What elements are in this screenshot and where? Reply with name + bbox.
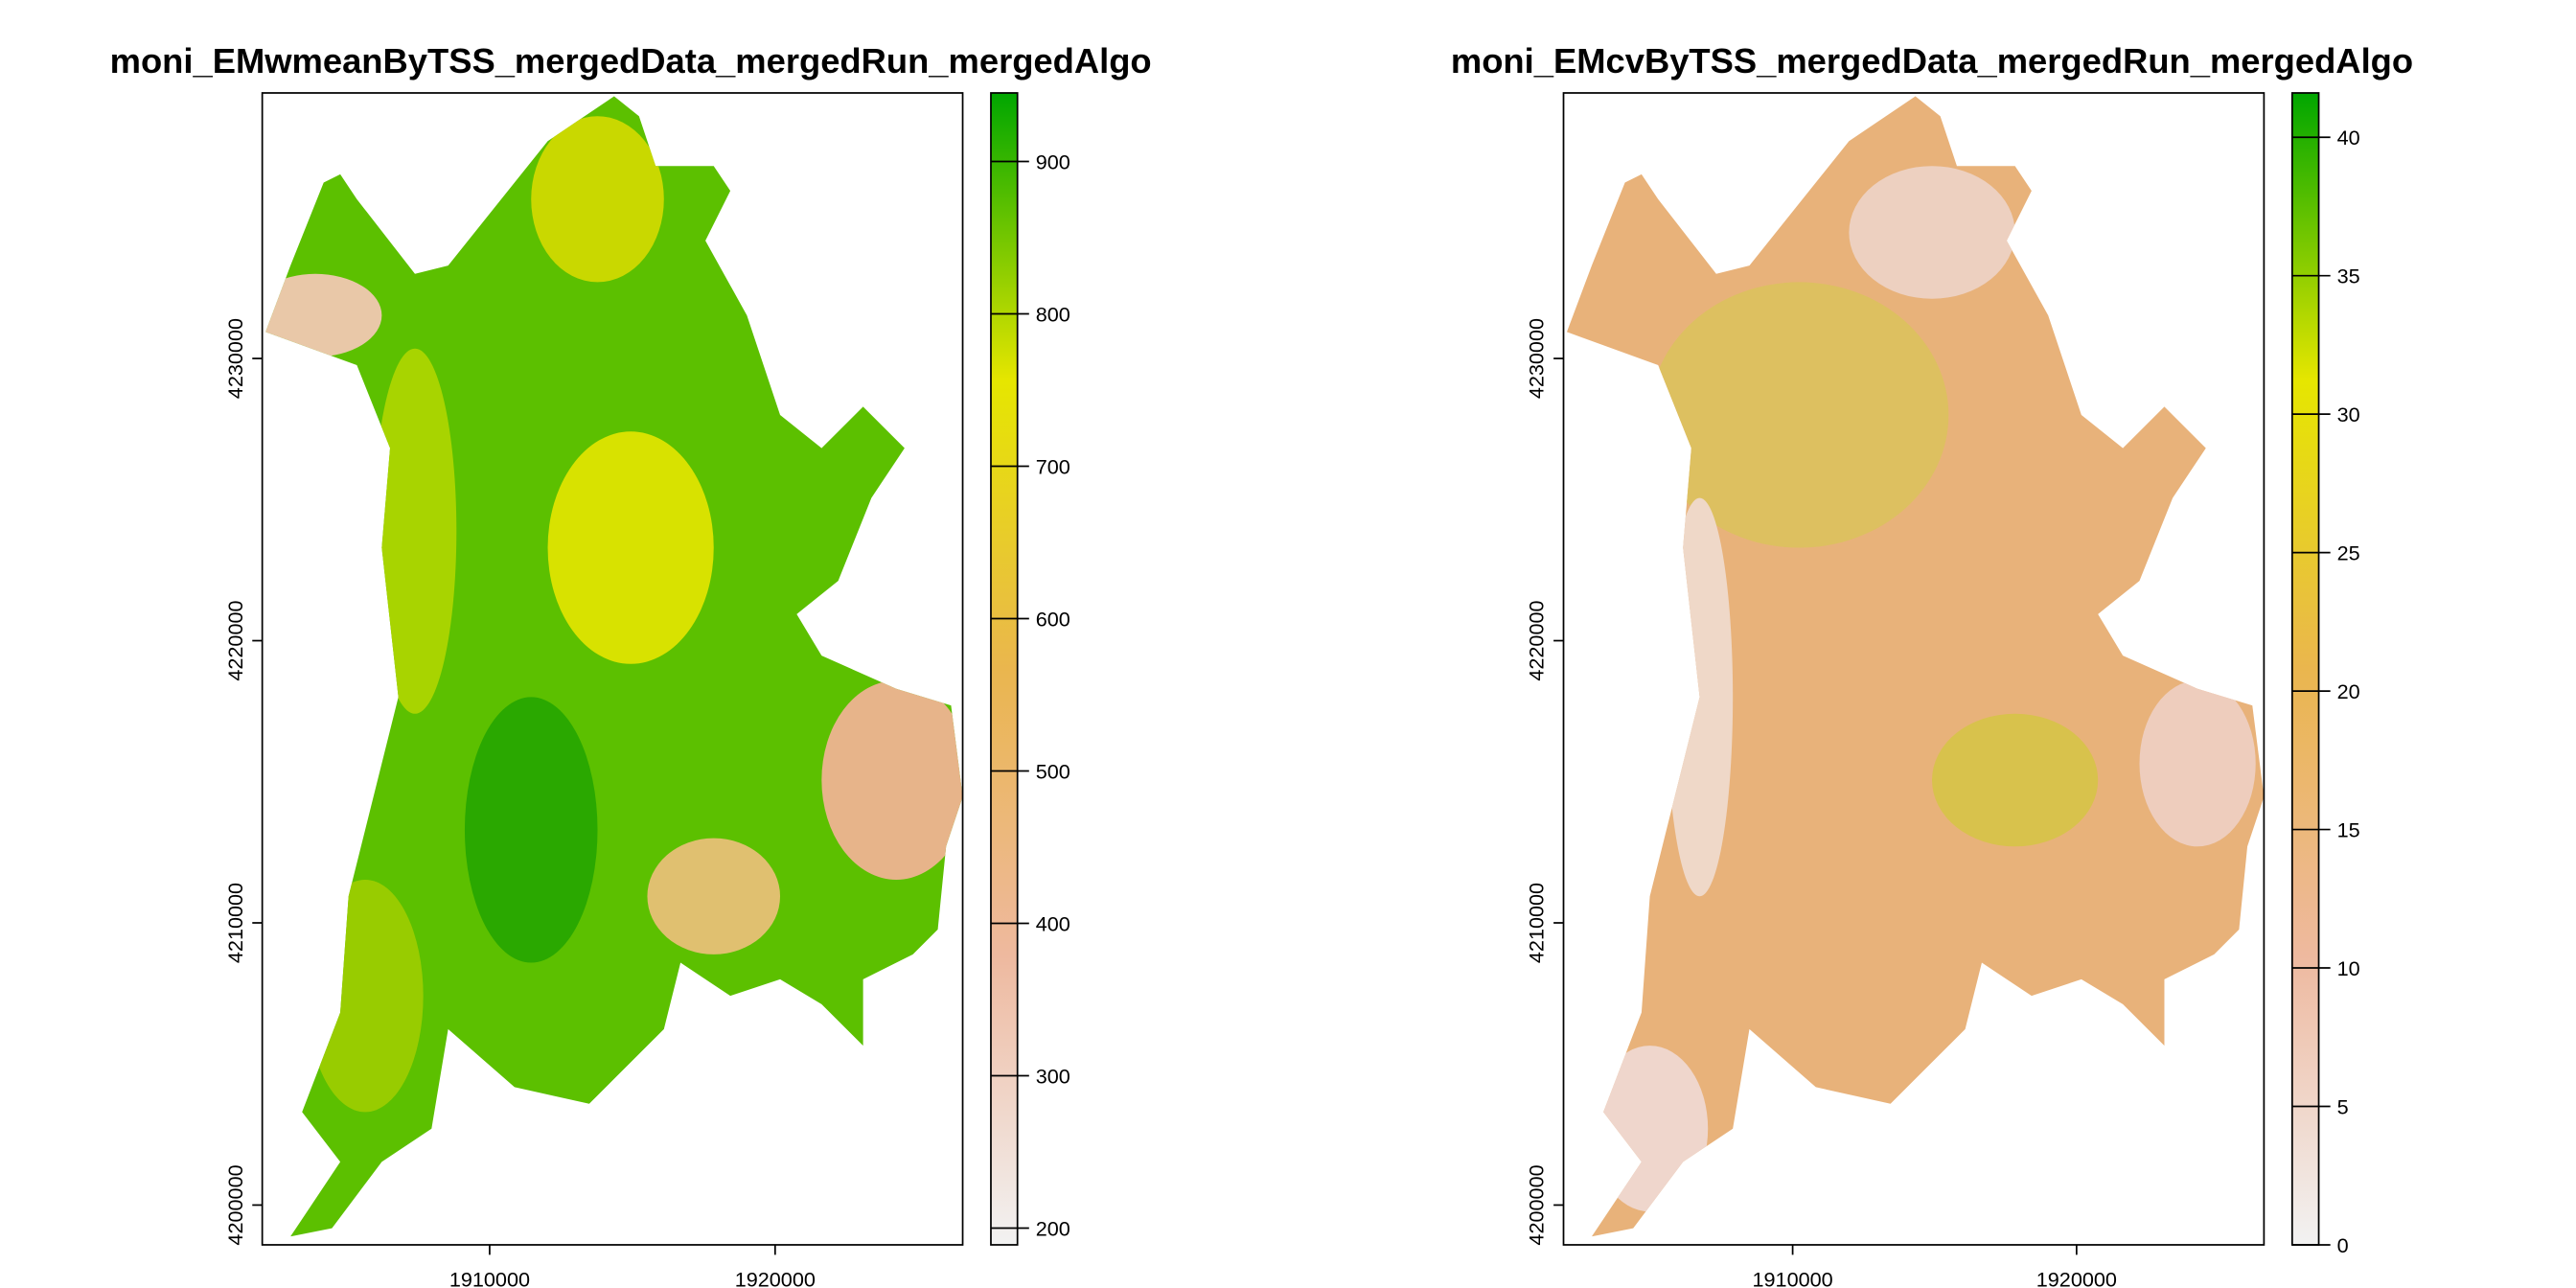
chart-title: moni_EMcvByTSS_mergedData_mergedRun_merg… [1451, 41, 2413, 80]
colorbar-tick-label: 700 [1036, 454, 1070, 478]
colorbar-tick-label: 0 [2337, 1233, 2349, 1257]
colorbar-tick-label: 600 [1036, 607, 1070, 631]
colorbar [990, 92, 1019, 1246]
y-tick-label: 4210000 [1525, 883, 1549, 963]
colorbar-tick-label: 5 [2337, 1094, 2349, 1118]
y-tick-label: 4220000 [223, 600, 247, 680]
x-tick-label: 1910000 [449, 1267, 530, 1288]
colorbar-tick-label: 30 [2337, 402, 2360, 426]
y-tick-label: 4220000 [1525, 600, 1549, 680]
colorbar-tick-label: 900 [1036, 150, 1070, 173]
y-tick-label: 4210000 [223, 883, 247, 963]
colorbar [2290, 92, 2320, 1246]
map-raster [1566, 96, 2265, 1237]
x-tick-label: 1920000 [2036, 1267, 2117, 1288]
colorbar-tick-label: 20 [2337, 679, 2360, 703]
plot-frame [1562, 92, 2266, 1246]
colorbar-tick-label: 400 [1036, 911, 1070, 935]
colorbar-tick-label: 200 [1036, 1216, 1070, 1240]
colorbar-tick-label: 500 [1036, 759, 1070, 783]
colorbar-tick-label: 15 [2337, 817, 2360, 841]
colorbar-tick-label: 10 [2337, 956, 2360, 980]
y-tick-label: 4200000 [223, 1164, 247, 1245]
colorbar-tick-label: 300 [1036, 1064, 1070, 1088]
colorbar-tick-label: 35 [2337, 264, 2360, 288]
y-tick-label: 4230000 [223, 318, 247, 399]
y-tick-label: 4200000 [1525, 1164, 1549, 1245]
x-tick-label: 1910000 [1752, 1267, 1832, 1288]
y-tick-label: 4230000 [1525, 318, 1549, 399]
colorbar-tick-label: 800 [1036, 302, 1070, 326]
x-tick-label: 1920000 [735, 1267, 816, 1288]
colorbar-tick-label: 40 [2337, 126, 2360, 150]
plot-frame [261, 92, 964, 1246]
chart-title: moni_EMwmeanByTSS_mergedData_mergedRun_m… [110, 41, 1152, 80]
map-raster [265, 96, 963, 1237]
colorbar-tick-label: 25 [2337, 540, 2360, 564]
